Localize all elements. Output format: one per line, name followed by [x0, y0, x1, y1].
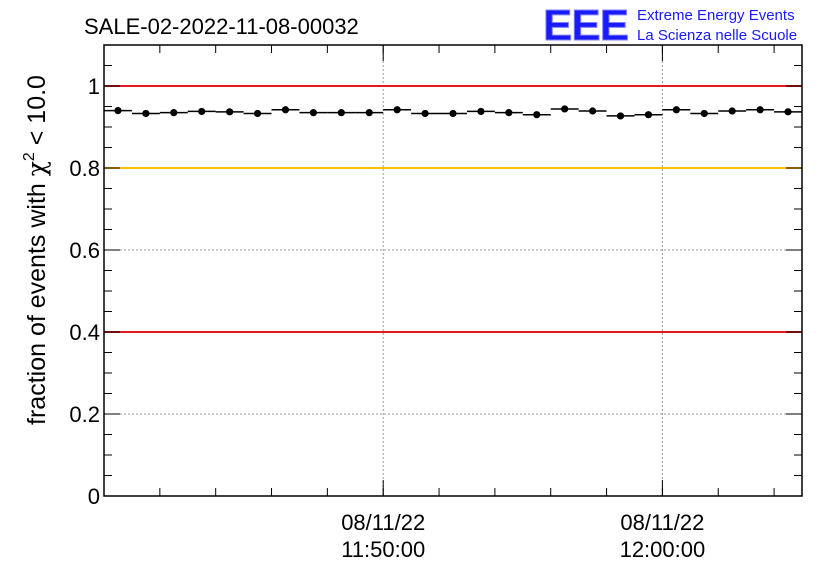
data-point-2 [170, 109, 178, 117]
data-point-0 [114, 107, 122, 115]
data-point-21 [700, 109, 708, 118]
data-point-20 [672, 106, 680, 114]
y-tick-label-3: 0.6 [69, 238, 100, 263]
data-point-9 [365, 109, 373, 117]
logo-line1: Extreme Energy Events [637, 7, 795, 24]
axes [103, 44, 803, 497]
data-point-14 [505, 109, 513, 117]
reference-lines [104, 85, 802, 333]
y-tick-label-2: 0.4 [69, 320, 100, 345]
data-point-6 [281, 106, 290, 114]
y-axis-label-prefix: fraction of events with [23, 176, 51, 425]
data-point-13 [477, 107, 485, 116]
y-axis-label: fraction of events with χ2 < 10.0 [21, 75, 51, 425]
data-point-12 [449, 109, 457, 118]
data-point-16 [561, 105, 569, 113]
data-point-10 [393, 106, 401, 114]
data-point-18 [616, 112, 625, 120]
data-point-4 [226, 108, 234, 116]
chart-title: SALE-02-2022-11-08-00032 [84, 14, 359, 39]
x-tick-time-1: 12:00:00 [620, 537, 706, 562]
y-axis-label-superscript: 2 [21, 152, 38, 161]
data-point-1 [142, 109, 150, 118]
y-tick-label-0: 0 [88, 484, 100, 509]
data-point-7 [309, 109, 317, 117]
y-tick-label-4: 0.8 [69, 156, 100, 181]
logo-mark: EEE [543, 1, 628, 50]
data-point-11 [421, 109, 429, 118]
data-points [104, 105, 802, 120]
data-point-5 [253, 109, 262, 118]
data-point-3 [198, 107, 206, 116]
data-point-22 [728, 107, 736, 115]
x-tick-time-0: 11:50:00 [341, 537, 425, 562]
logo-line2: La Scienza nelle Scuole [637, 27, 797, 44]
y-tick-label-1: 0.2 [69, 402, 100, 427]
y-axis-label-symbol: χ [22, 161, 51, 176]
y-tick-labels: 0 0.2 0.4 0.6 0.8 1 [69, 74, 100, 509]
y-axis-label-suffix: < 10.0 [23, 75, 51, 152]
eee-logo: EEE Extreme Energy Events La Scienza nel… [543, 1, 798, 51]
data-point-17 [589, 107, 597, 115]
data-point-24 [784, 108, 792, 116]
x-tick-date-0: 08/11/22 [341, 510, 425, 535]
x-tick-date-1: 08/11/22 [620, 510, 704, 535]
y-tick-label-5: 1 [88, 74, 100, 99]
data-point-19 [644, 111, 653, 119]
data-point-23 [756, 106, 764, 114]
data-point-8 [337, 109, 345, 117]
data-point-15 [533, 111, 541, 119]
